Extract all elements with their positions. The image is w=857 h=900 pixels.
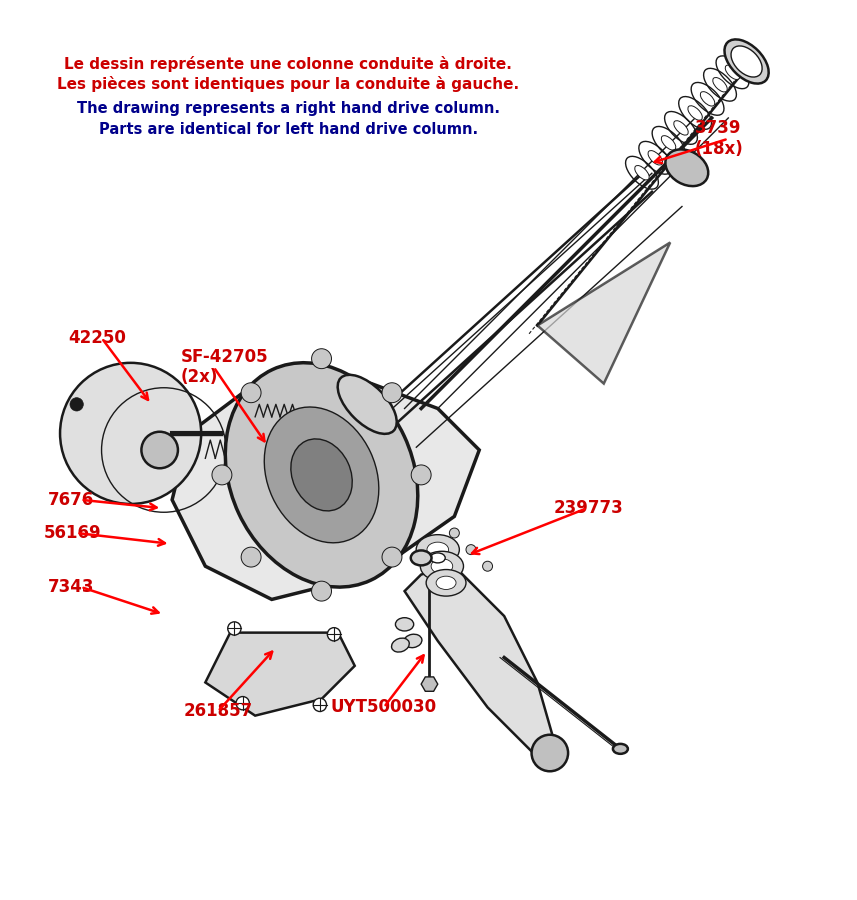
Ellipse shape (395, 617, 414, 631)
Polygon shape (206, 633, 355, 716)
Ellipse shape (731, 46, 762, 77)
Ellipse shape (338, 374, 397, 434)
Circle shape (241, 382, 261, 402)
Ellipse shape (665, 149, 708, 186)
Polygon shape (172, 367, 479, 599)
Ellipse shape (404, 634, 422, 648)
Ellipse shape (431, 559, 452, 573)
Ellipse shape (436, 576, 456, 590)
Text: Le dessin représente une colonne conduite à droite.: Le dessin représente une colonne conduit… (64, 56, 512, 72)
Circle shape (382, 547, 402, 567)
Circle shape (241, 547, 261, 567)
Ellipse shape (635, 166, 650, 180)
Ellipse shape (392, 638, 410, 652)
Circle shape (236, 697, 249, 710)
Circle shape (327, 627, 340, 641)
Text: The drawing represents a right hand drive column.: The drawing represents a right hand driv… (77, 102, 500, 116)
Text: UYT500030: UYT500030 (331, 698, 437, 716)
Circle shape (531, 734, 568, 771)
Circle shape (312, 581, 332, 601)
Ellipse shape (688, 105, 703, 121)
Ellipse shape (426, 570, 466, 596)
Ellipse shape (725, 65, 740, 79)
Ellipse shape (225, 363, 417, 587)
Ellipse shape (430, 553, 446, 562)
Ellipse shape (264, 407, 379, 543)
Ellipse shape (427, 542, 448, 557)
Circle shape (70, 398, 83, 411)
Ellipse shape (420, 552, 464, 581)
Circle shape (228, 622, 241, 635)
Circle shape (60, 363, 201, 504)
Text: SF-42705
(2x): SF-42705 (2x) (181, 347, 268, 386)
Text: 7676: 7676 (48, 491, 94, 508)
Circle shape (382, 382, 402, 402)
Ellipse shape (662, 136, 676, 150)
Circle shape (411, 465, 431, 485)
Ellipse shape (239, 640, 321, 692)
Ellipse shape (674, 121, 688, 135)
Circle shape (314, 698, 327, 712)
Text: 239773: 239773 (554, 500, 624, 518)
Text: 42250: 42250 (69, 328, 126, 346)
Text: 56169: 56169 (44, 524, 101, 542)
Text: Parts are identical for left hand drive column.: Parts are identical for left hand drive … (99, 122, 478, 137)
Ellipse shape (291, 439, 352, 511)
Circle shape (449, 528, 459, 538)
Ellipse shape (411, 551, 432, 565)
Circle shape (466, 544, 476, 554)
Ellipse shape (700, 92, 715, 106)
Text: Les pièces sont identiques pour la conduite à gauche.: Les pièces sont identiques pour la condu… (57, 76, 519, 93)
Ellipse shape (724, 40, 769, 84)
Polygon shape (537, 242, 670, 383)
Circle shape (482, 562, 493, 572)
Circle shape (312, 348, 332, 369)
Text: 261857: 261857 (183, 703, 253, 721)
Text: 3739
(18x): 3739 (18x) (695, 120, 744, 158)
Ellipse shape (417, 535, 459, 564)
Circle shape (212, 465, 232, 485)
Ellipse shape (613, 744, 628, 754)
Ellipse shape (713, 77, 728, 92)
Polygon shape (405, 566, 554, 757)
Text: 7343: 7343 (48, 578, 94, 596)
Polygon shape (421, 677, 438, 691)
Ellipse shape (648, 150, 662, 165)
Circle shape (141, 432, 178, 468)
